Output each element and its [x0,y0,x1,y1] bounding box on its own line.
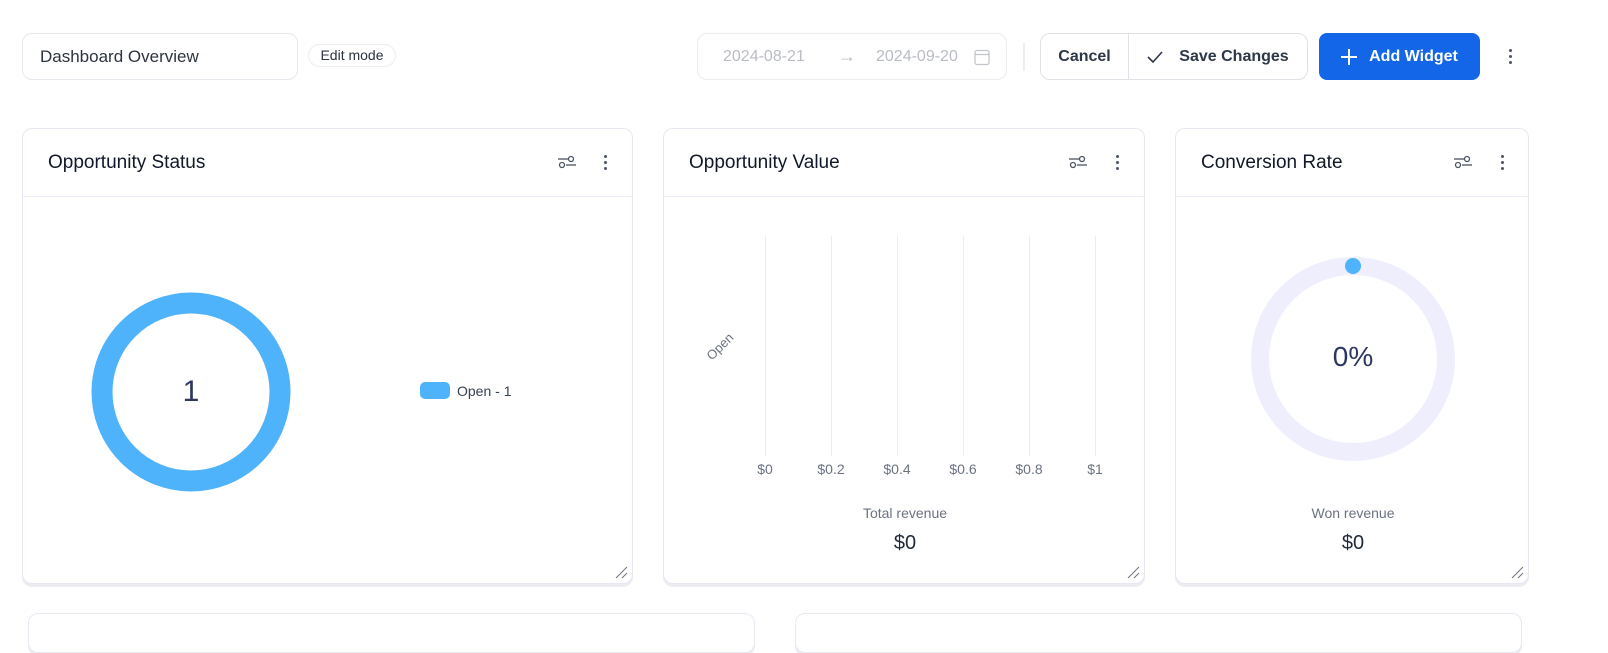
widget-header: Opportunity Status [23,129,632,197]
date-range-picker[interactable]: 2024-08-21 → 2024-09-20 [697,33,1007,80]
won-revenue-value: $0 [1341,532,1365,554]
divider [1023,43,1025,71]
filter-settings-icon[interactable] [1069,155,1087,169]
widget-header: Conversion Rate [1176,129,1528,197]
widget-title: Opportunity Status [48,152,206,173]
edit-actions: Cancel Save Changes [1040,33,1308,80]
widget-title: Conversion Rate [1201,152,1343,173]
donut-chart [91,292,291,492]
gauge-chart [1251,257,1455,461]
total-revenue-label: Total revenue [862,505,948,521]
gridline [831,236,832,456]
widget-header: Opportunity Value [664,129,1144,197]
opportunity-value-widget: Opportunity Value $0 $0.2 $0.4 $0.6 $0.8 $1 O… [663,128,1145,584]
x-tick-label: $0.8 [1015,461,1043,477]
cancel-label: Cancel [1058,47,1111,65]
check-icon [1147,50,1163,63]
widget-partial [28,613,755,653]
gridline [765,236,766,456]
x-tick-label: $0 [757,461,773,477]
date-end[interactable]: 2024-09-20 [876,48,958,65]
won-revenue-label: Won revenue [1311,505,1395,521]
legend-swatch [420,382,450,399]
filter-settings-icon[interactable] [1454,155,1472,169]
calendar-icon [974,49,990,66]
x-tick-label: $1 [1087,461,1103,477]
donut-slice-open [91,292,291,492]
resize-handle-icon[interactable] [1126,565,1140,579]
conversion-percent: 0% [1332,341,1374,372]
conversion-rate-widget: Conversion Rate 0% Won revenue $0 [1175,128,1529,584]
widget-title: Opportunity Value [689,152,840,173]
date-start[interactable]: 2024-08-21 [723,48,805,65]
opportunity-status-widget: Opportunity Status 1 Open - 1 [22,128,633,584]
resize-handle-icon[interactable] [614,565,628,579]
gauge-indicator [1345,258,1361,274]
edit-mode-badge: Edit mode [308,44,396,67]
widget-menu-icon[interactable] [1115,155,1119,170]
widget-menu-icon[interactable] [603,155,607,170]
x-tick-label: $0.4 [883,461,911,477]
total-revenue-value: $0 [893,532,917,554]
save-label: Save Changes [1179,47,1289,65]
save-changes-button[interactable]: Save Changes [1129,34,1307,79]
gridline [1095,236,1096,456]
arrow-right-icon: → [838,46,856,66]
widget-menu-icon[interactable] [1500,155,1504,170]
more-options-icon[interactable] [1508,49,1512,64]
resize-handle-icon[interactable] [1510,565,1524,579]
filter-settings-icon[interactable] [558,155,576,169]
gridline [963,236,964,456]
gridline [897,236,898,456]
dashboard-name-input[interactable]: Dashboard Overview [22,33,298,80]
gridline [1029,236,1030,456]
legend-item-open[interactable]: Open - 1 [457,383,512,399]
widget-partial [795,613,1522,653]
x-tick-label: $0.2 [817,461,845,477]
cancel-button[interactable]: Cancel [1041,34,1129,79]
add-widget-button[interactable]: Add Widget [1319,33,1480,80]
y-axis-label-open: Open [703,329,737,364]
add-widget-label: Add Widget [1369,47,1458,65]
x-tick-label: $0.6 [949,461,977,477]
plus-icon [1341,48,1358,65]
donut-total: 1 [182,375,200,408]
